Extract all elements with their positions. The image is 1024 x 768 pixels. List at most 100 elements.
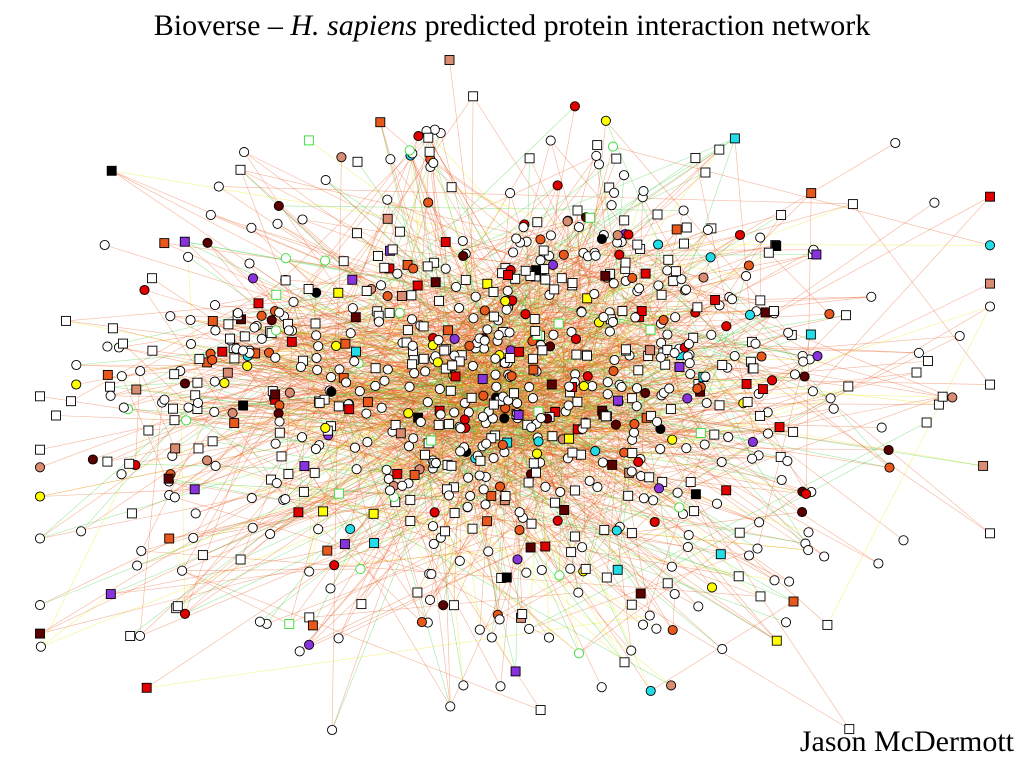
interaction-edge [528,270,668,389]
interaction-edge [131,395,420,514]
protein-node [512,554,523,565]
protein-node [274,307,285,318]
interaction-edge [39,411,519,606]
interaction-edge [350,332,588,388]
protein-node [629,418,640,430]
interaction-edge [308,155,597,290]
protein-node [209,406,220,417]
protein-node [382,194,393,205]
protein-node [510,666,521,677]
protein-node [405,494,416,505]
protein-node [394,307,405,318]
protein-node [116,469,127,480]
interaction-edge [550,140,764,390]
protein-node [776,210,787,220]
protein-node [192,397,204,408]
protein-node [464,340,475,351]
protein-node [633,456,644,467]
protein-node [164,533,175,544]
interaction-edge [389,312,466,420]
interaction-edge [446,349,651,366]
interaction-edge [212,320,919,354]
interaction-edge [442,378,483,606]
protein-node [811,249,822,260]
protein-node [314,397,325,408]
protein-node [271,289,282,300]
interaction-edge [39,395,538,634]
interaction-edge [448,155,597,362]
interaction-edge [232,381,465,414]
protein-node [447,360,458,371]
interaction-edge [391,390,529,483]
protein-node [239,147,250,158]
interaction-edge [478,435,673,567]
interaction-edge [168,538,183,571]
interaction-edge [184,319,413,384]
interaction-edge [472,331,504,529]
interaction-edge [448,423,729,438]
protein-node [655,352,666,363]
protein-node [978,460,989,471]
interaction-edge [536,351,550,417]
protein-node [619,657,630,668]
interaction-edge [576,325,727,355]
interaction-edge [671,449,889,567]
network-nodes [34,55,996,736]
protein-node [426,569,437,580]
protein-node [635,588,646,599]
interaction-edge [169,376,332,496]
interaction-edge [581,386,849,548]
interaction-edge [509,239,541,333]
interaction-edge [76,364,425,379]
protein-node [715,549,726,560]
protein-node [490,369,501,380]
interaction-edge [395,372,431,426]
interaction-edge [112,328,625,453]
interaction-edge [298,292,317,513]
interaction-edge [440,355,735,538]
interaction-edge [285,257,413,347]
protein-node [743,550,755,561]
interaction-edge [276,482,486,505]
interaction-edge [498,239,541,336]
protein-node [183,251,194,262]
interaction-edge [136,417,518,566]
interaction-edge [468,296,730,429]
interaction-edge [279,312,546,547]
interaction-edge [164,242,508,292]
protein-node [524,153,535,164]
protein-node [774,422,785,433]
interaction-edge [289,283,991,625]
protein-node [247,273,259,284]
interaction-edge [39,460,433,539]
interaction-edge [493,404,598,488]
protein-node [404,381,415,392]
protein-node [546,379,557,390]
interaction-edge [380,122,471,497]
interaction-edge [534,220,569,331]
protein-node [159,394,170,405]
protein-node [684,358,695,369]
interaction-edge [236,348,451,707]
protein-node [552,515,563,526]
protein-node [631,401,642,412]
interaction-edge [419,425,464,686]
interaction-edge [505,391,813,497]
interaction-edge [428,316,640,386]
protein-node [596,682,607,693]
interaction-edge [312,358,445,626]
protein-node [416,617,427,628]
protein-node [600,411,611,422]
protein-node [331,340,342,351]
protein-node [844,724,855,735]
protein-node [509,388,519,399]
protein-node [655,443,666,455]
protein-node [540,481,551,492]
interaction-edge [285,257,804,362]
protein-node [181,415,192,426]
protein-node [147,345,158,356]
protein-node [717,360,728,370]
interaction-edge [531,305,720,428]
protein-node [533,436,544,447]
